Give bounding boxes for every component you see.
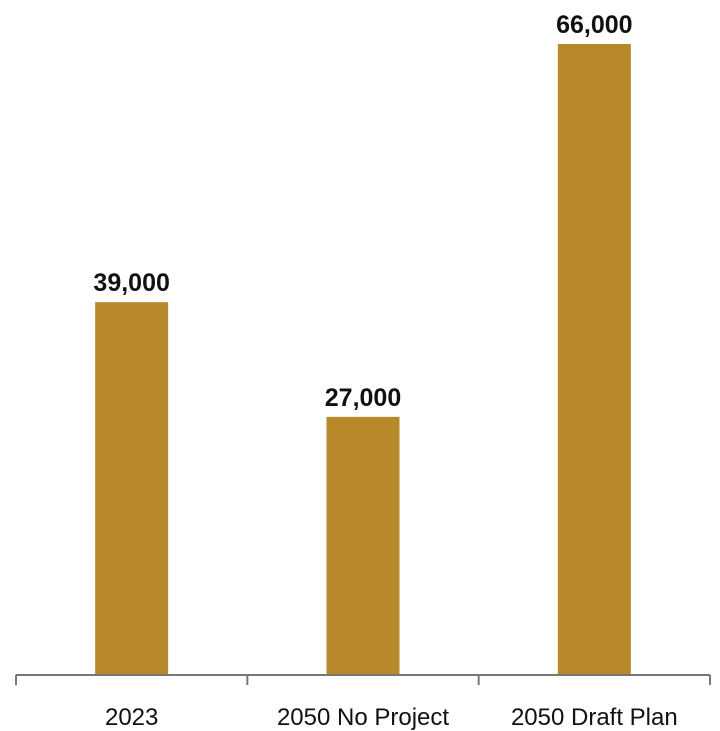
bar — [326, 416, 400, 675]
x-tick-label: 2050 No Project — [277, 704, 449, 731]
bar — [557, 44, 631, 675]
bar — [95, 302, 169, 675]
x-tick-label: 2050 Draft Plan — [511, 704, 678, 731]
x-axis-tick-labels: 2023 2050 No Project 2050 Draft Plan — [105, 704, 678, 731]
x-tick-label: 2023 — [105, 704, 158, 731]
x-axis-ticks — [15, 675, 711, 685]
bars-group — [95, 44, 631, 675]
data-label: 39,000 — [93, 269, 169, 297]
data-label: 66,000 — [556, 11, 632, 39]
data-labels-group: 39,000 27,000 66,000 — [93, 11, 632, 412]
data-label: 27,000 — [325, 384, 401, 412]
